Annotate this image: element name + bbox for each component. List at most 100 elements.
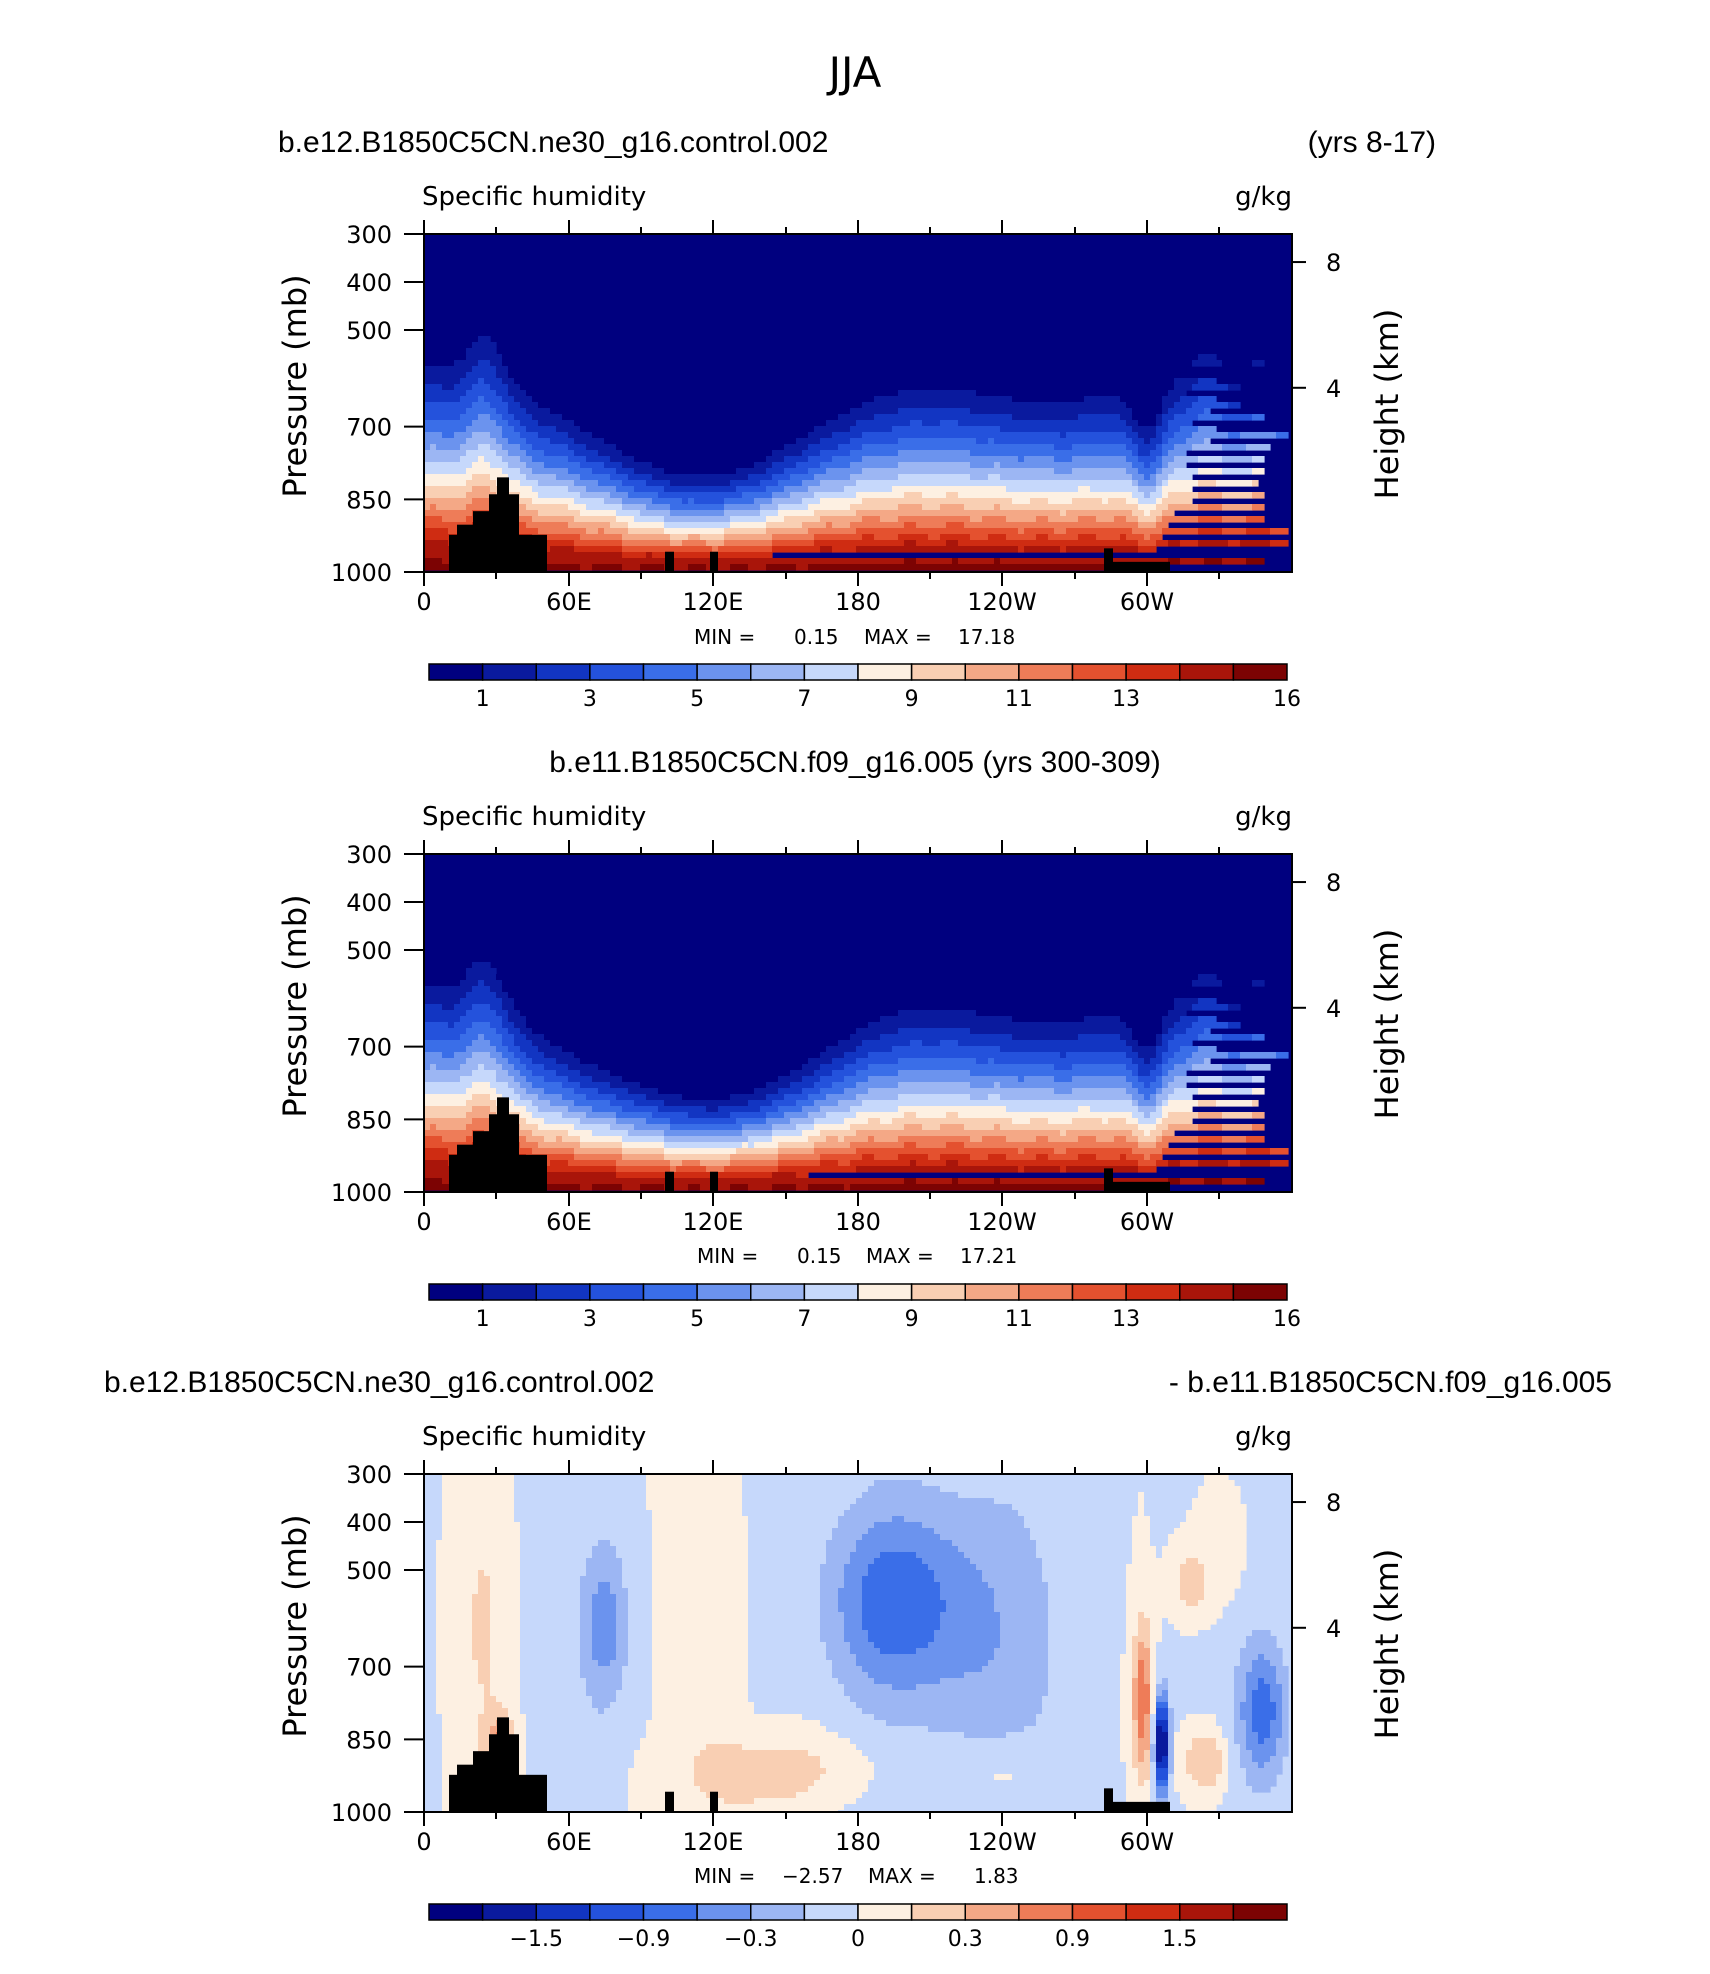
contour-cell: [1066, 1148, 1133, 1155]
contour-cell: [766, 1082, 791, 1089]
contour-cell: [820, 1154, 863, 1161]
contour-cell: [526, 1714, 653, 1721]
contour-cell: [1198, 1486, 1241, 1493]
contour-cell: [1186, 1510, 1247, 1517]
contour-cell: [1138, 1648, 1151, 1655]
contour-cell: [868, 1076, 1019, 1083]
contour-cell: [520, 1540, 599, 1547]
contour-cell: [526, 1726, 647, 1733]
contour-cell: [1162, 1690, 1169, 1697]
contour-cell: [442, 1534, 521, 1541]
panel-3-min-label: MIN =: [694, 1864, 755, 1888]
contour-cell: [856, 1058, 899, 1065]
contour-cell: [850, 522, 905, 529]
contour-cell: [1120, 1750, 1133, 1757]
contour-cell: [1156, 456, 1163, 463]
contour-cell: [1132, 1130, 1145, 1137]
contour-cell: [1252, 1124, 1265, 1131]
contour-cell: [1276, 1714, 1283, 1721]
contour-cell: [1168, 1714, 1175, 1721]
contour-cell: [424, 1534, 443, 1541]
contour-cell: [910, 420, 923, 427]
contour-cell: [808, 528, 857, 535]
contour-cell: [1126, 1588, 1181, 1595]
contour-cell: [478, 1720, 497, 1727]
contour-cell: [1120, 1738, 1133, 1745]
contour-cell: [580, 1606, 593, 1613]
contour-cell: [424, 390, 467, 397]
contour-cell: [988, 534, 1007, 541]
contour-cell: [904, 558, 917, 565]
contour-cell: [1162, 402, 1175, 409]
contour-cell: [490, 1690, 521, 1697]
contour-cell: [652, 1684, 749, 1691]
contour-cell: [478, 1588, 491, 1595]
contour-cell: [1096, 516, 1115, 523]
contour-cell: [814, 492, 857, 499]
contour-cell: [442, 1486, 515, 1493]
contour-cell: [1120, 1720, 1133, 1727]
contour-cell: [424, 1576, 437, 1583]
y-tick-label: 700: [346, 1654, 392, 1682]
contour-cell: [508, 390, 527, 397]
contour-cell: [454, 1022, 473, 1029]
contour-cell: [1174, 1022, 1193, 1029]
contour-cell: [802, 1064, 821, 1071]
contour-cell: [424, 1142, 473, 1149]
contour-cell: [1138, 1106, 1157, 1113]
contour-cell: [1048, 1582, 1127, 1589]
contour-cell: [832, 1660, 857, 1667]
contour-cell: [1162, 1016, 1181, 1023]
contour-cell: [970, 408, 1133, 415]
contour-cell: [1168, 390, 1187, 397]
contour-cell: [1252, 1088, 1265, 1095]
contour-cell: [904, 492, 923, 499]
contour-cell: [604, 498, 623, 505]
contour-cell: [784, 1094, 809, 1101]
contour-cell: [592, 1612, 617, 1619]
contour-cell: [472, 1022, 491, 1029]
contour-cell: [466, 390, 497, 397]
contour-cell: [1150, 1630, 1163, 1637]
contour-cell: [442, 1136, 467, 1143]
contour-cell: [1156, 498, 1163, 505]
contour-cell: [652, 1642, 749, 1649]
colorbar-label: 9: [905, 1307, 919, 1332]
contour-cell: [496, 420, 509, 427]
contour-cell: [1138, 1160, 1157, 1167]
contour-cell: [748, 1594, 821, 1601]
contour-cell: [622, 504, 647, 511]
contour-cell: [1228, 432, 1241, 439]
contour-cell: [610, 1582, 623, 1589]
contour-cell: [652, 1636, 749, 1643]
contour-cell: [628, 1798, 725, 1805]
contour-cell: [994, 1178, 1001, 1185]
contour-cell: [1132, 1720, 1139, 1727]
contour-cell: [1150, 1768, 1157, 1775]
contour-cell: [1276, 1666, 1289, 1673]
contour-cell: [640, 1744, 707, 1751]
contour-cell: [424, 1124, 431, 1131]
contour-cell: [442, 1726, 479, 1733]
contour-cell: [1156, 1660, 1241, 1667]
contour-cell: [1132, 1660, 1139, 1667]
x-tick-label: 60E: [546, 1828, 592, 1856]
contour-cell: [670, 480, 731, 487]
contour-cell: [778, 1148, 815, 1155]
contour-cell: [856, 1702, 1043, 1709]
contour-cell: [1156, 1696, 1169, 1703]
contour-cell: [1156, 540, 1169, 547]
contour-cell: [586, 504, 623, 511]
contour-cell: [1048, 1630, 1127, 1637]
contour-cell: [958, 1546, 1037, 1553]
contour-cell: [574, 1154, 623, 1161]
colorbar-swatch: [589, 1903, 645, 1921]
panel-2-colorbar: 1 3 5 7 9 11 13 16: [428, 1283, 1301, 1332]
contour-cell: [526, 540, 575, 547]
contour-cell: [862, 402, 1127, 409]
contour-cell: [898, 462, 971, 469]
panel-1-title-right: (yrs 8-17): [1308, 126, 1436, 159]
contour-cell: [640, 510, 671, 517]
contour-cell: [436, 1564, 521, 1571]
contour-cell: [1162, 450, 1169, 457]
